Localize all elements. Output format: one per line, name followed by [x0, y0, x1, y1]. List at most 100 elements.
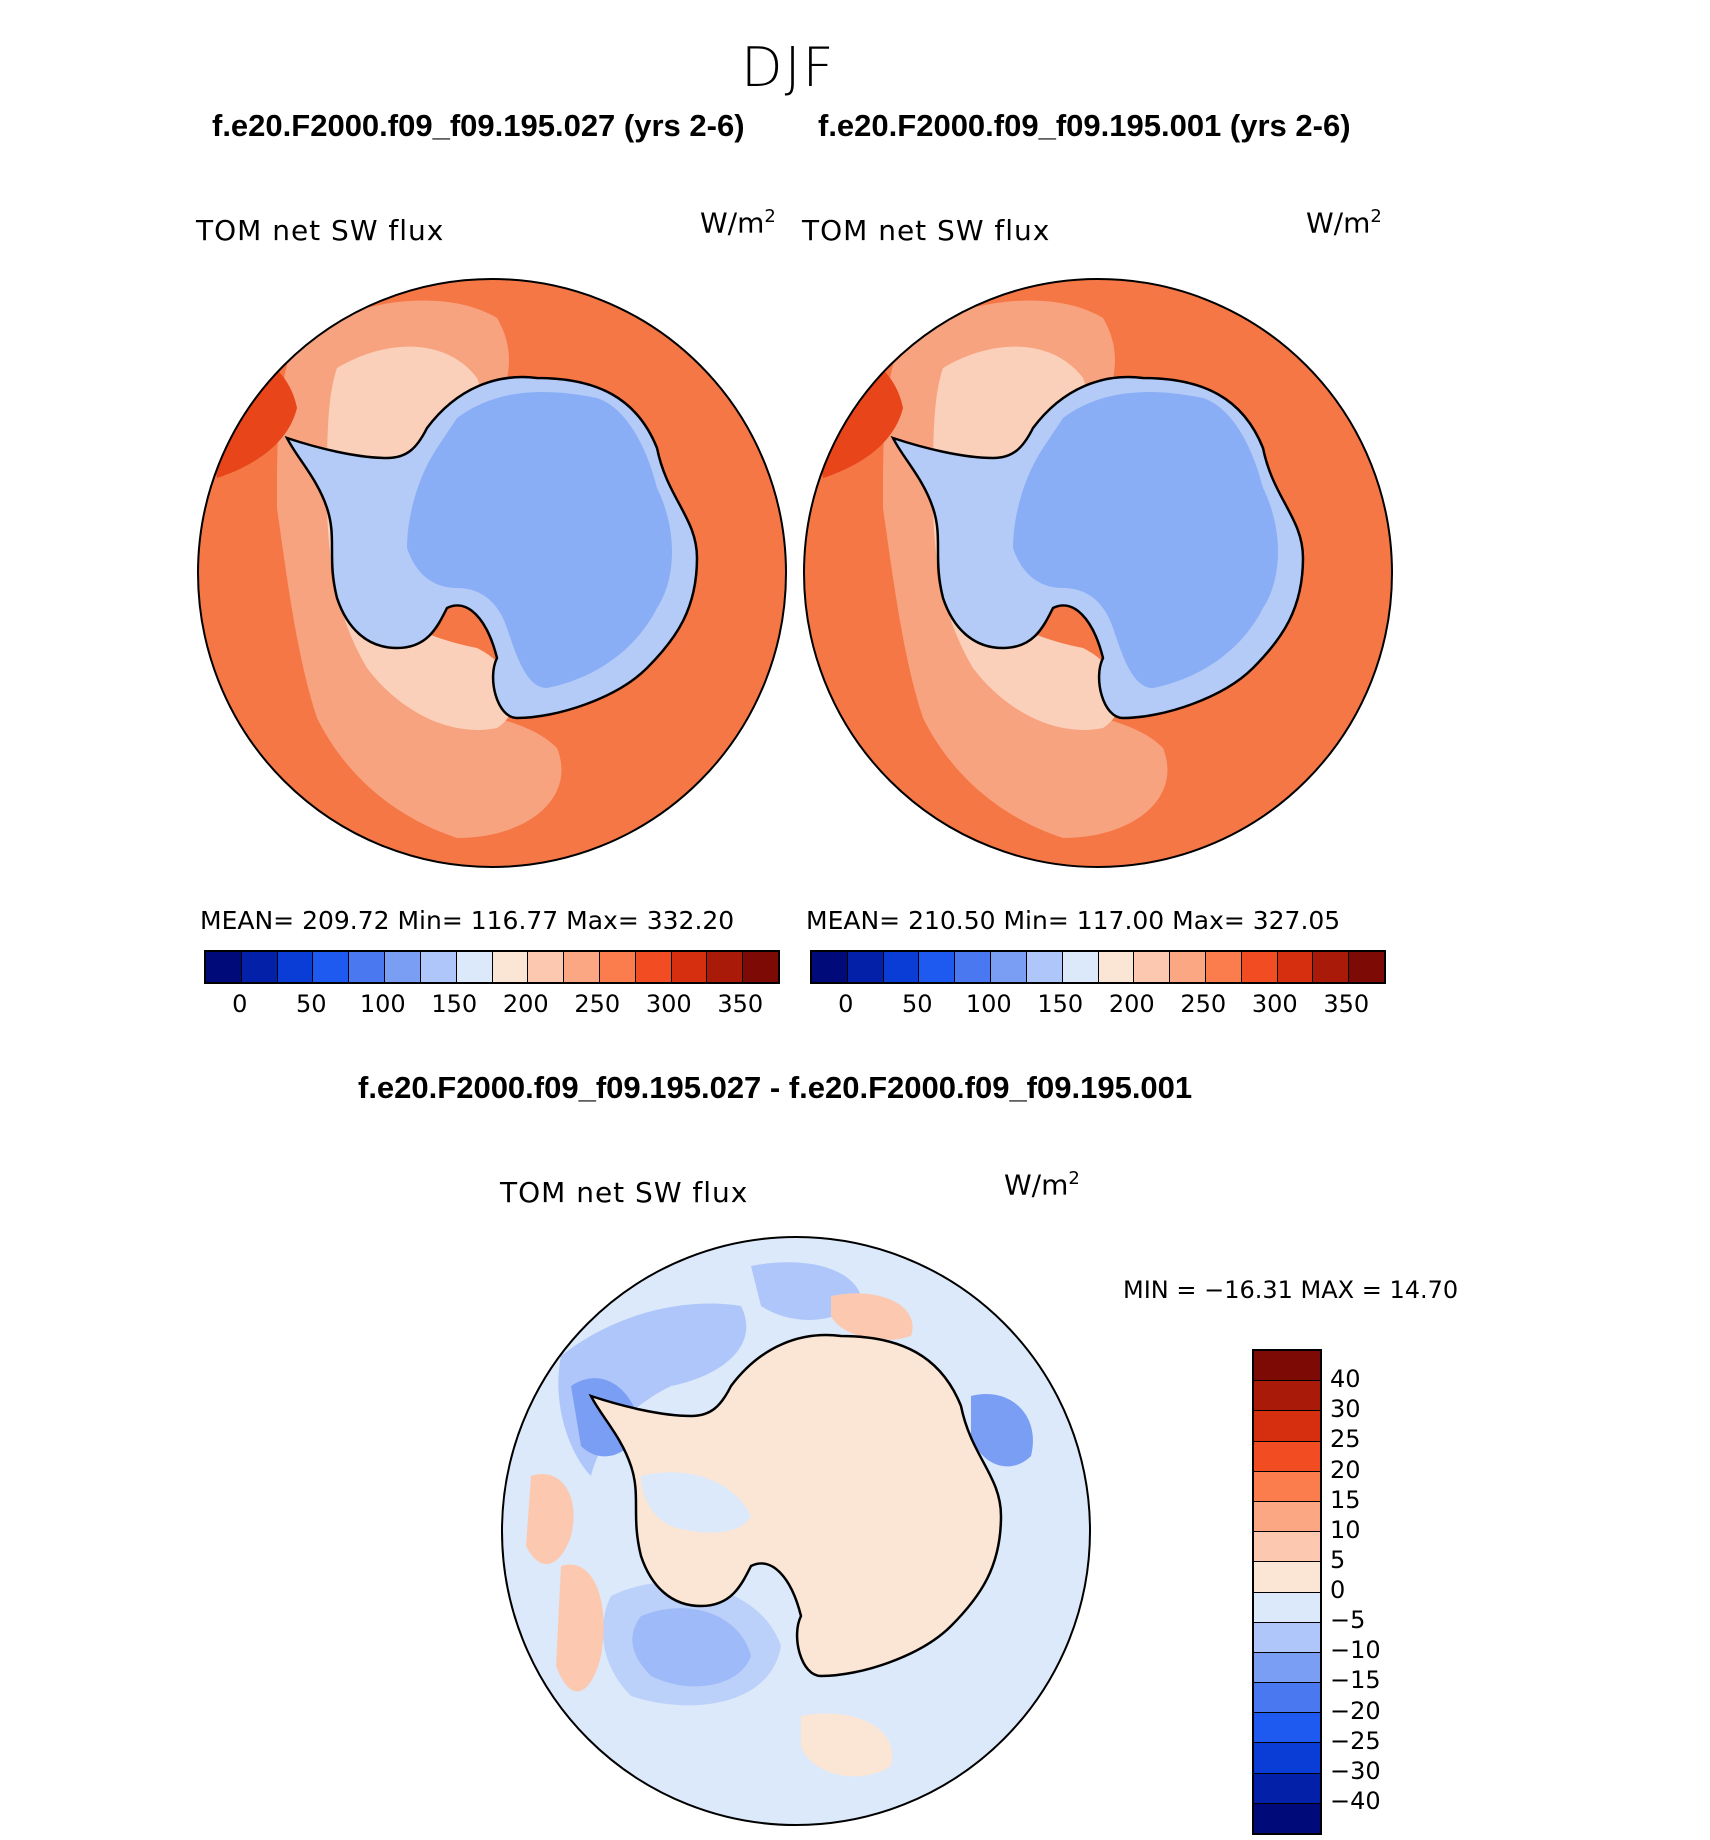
panel3-colorbar-tick-label: 10 [1330, 1515, 1361, 1544]
panel3-colorbar-swatch [1254, 1411, 1320, 1442]
panel2-units: W/m2 [1306, 206, 1382, 239]
panel1-colorbar-swatch [528, 952, 565, 982]
panel2-colorbar-tick-label: 200 [1108, 990, 1155, 1018]
panel2-colorbar-tick-label: 250 [1180, 990, 1227, 1018]
panel3-colorbar-ticks: 40 30 25 20 15 10 5 0 −5 −10 −15 −20 −25 −30 −40 [1330, 1349, 1410, 1831]
panel1-colorbar-swatch [277, 952, 314, 982]
panel3-colorbar-swatch [1254, 1713, 1320, 1744]
panel3-colorbar-swatch [1254, 1743, 1320, 1774]
panel3-colorbar-tick-label: 40 [1330, 1365, 1361, 1394]
panel3-variable-label: TOM net SW flux [500, 1176, 749, 1209]
panel2-colorbar-tick-label: 350 [1323, 990, 1370, 1018]
panel3-colorbar-swatch [1254, 1652, 1320, 1684]
panel1-colorbar-tick-label: 50 [295, 990, 327, 1018]
case2-title: f.e20.F2000.f09_f09.195.001 (yrs 2-6) [818, 108, 1351, 143]
panel1-antarctic-coastline [284, 375, 699, 720]
panel1-colorbar-tick-label: 150 [431, 990, 478, 1018]
panel1-colorbar-swatch [241, 952, 278, 982]
panel2-colorbar-swatch [1277, 952, 1314, 982]
panel1-colorbar-tick-label: 200 [502, 990, 549, 1018]
panel3-colorbar-swatch [1254, 1381, 1320, 1412]
panel1-colorbar-swatch [635, 952, 672, 982]
panel3-colorbar-tick-label: 15 [1330, 1485, 1361, 1514]
panel2-antarctic-ice-inner [1013, 392, 1278, 688]
panel2-colorbar-swatch [1062, 952, 1099, 982]
panel1-colorbar-tick-label: 0 [232, 990, 248, 1018]
panel3-polar-map [501, 1236, 1091, 1826]
panel1-colorbar-ticks: 0 50 100 150 200 250 300 350 [204, 990, 776, 1020]
panel1-map-boundary [197, 278, 787, 868]
panel3-colorbar-swatch [1254, 1351, 1320, 1382]
panel2-colorbar-tick-label: 300 [1251, 990, 1298, 1018]
panel1-colorbar-tick-label: 350 [717, 990, 764, 1018]
panel2-colorbar-swatch [1205, 952, 1242, 982]
panel2-colorbar-swatch [1313, 952, 1350, 982]
panel1-colorbar-swatch [743, 952, 778, 982]
panel2-stats: MEAN= 210.50 Min= 117.00 Max= 327.05 [806, 906, 1341, 935]
panel3-colorbar-swatch [1254, 1622, 1320, 1653]
panel1-colorbar-swatch [492, 952, 529, 982]
panel3-pos-patch-antarctica [591, 1335, 1001, 1676]
panel2-colorbar-swatch [812, 952, 848, 982]
panel3-colorbar-tick-label: −30 [1330, 1756, 1381, 1785]
panel2-colorbar-swatch [1134, 952, 1171, 982]
panel2-colorbar-swatch [955, 952, 992, 982]
panel3-units-exp: 2 [1068, 1168, 1080, 1189]
panel2-colorbar-ticks: 0 50 100 150 200 250 300 350 [810, 990, 1382, 1020]
panel1-colorbar-swatch [313, 952, 350, 982]
panel2-colorbar-swatch [1241, 952, 1278, 982]
panel3-colorbar-swatch [1254, 1441, 1320, 1472]
panel3-units: W/m2 [1004, 1168, 1080, 1201]
panel1-colorbar-swatch [385, 952, 421, 982]
panel3-pos-patch-w [526, 1474, 574, 1565]
panel2-colorbar-tick-label: 0 [838, 990, 854, 1018]
panel3-colorbar-tick-label: 20 [1330, 1455, 1361, 1484]
panel3-colorbar-tick-label: −40 [1330, 1786, 1381, 1815]
panel1-colorbar-swatch [707, 952, 744, 982]
panel2-map-boundary [803, 278, 1393, 868]
panel2-colorbar-swatch [991, 952, 1027, 982]
panel3-colorbar-tick-label: 5 [1330, 1545, 1346, 1574]
panel3-colorbar-tick-label: −15 [1330, 1666, 1381, 1695]
panel3-colorbar-tick-label: −10 [1330, 1636, 1381, 1665]
panel1-colorbar-swatch [206, 952, 242, 982]
panel2-colorbar-tick-label: 150 [1037, 990, 1084, 1018]
panel1-variable-label: TOM net SW flux [196, 214, 445, 247]
panel1-colorbar-swatch [349, 952, 386, 982]
panel3-neg-patch-sw-outer [602, 1582, 781, 1706]
panel1-colorbar-swatch [456, 952, 493, 982]
panel1-units-base: W/m [700, 206, 765, 240]
panel2-colorbar-swatch [919, 952, 956, 982]
case1-title: f.e20.F2000.f09_f09.195.027 (yrs 2-6) [212, 108, 745, 143]
panel1-antarctic-ice-inner [407, 392, 672, 688]
panel2-colorbar-swatch [1098, 952, 1135, 982]
panel1-colorbar-tick-label: 300 [645, 990, 692, 1018]
panel1-units: W/m2 [700, 206, 776, 239]
panel1-colorbar-swatch [671, 952, 708, 982]
panel1-polar-map [197, 278, 787, 868]
diff-title: f.e20.F2000.f09_f09.195.027 - f.e20.F200… [358, 1070, 1193, 1105]
panel2-colorbar-swatch [1170, 952, 1206, 982]
panel1-colorbar-swatch [599, 952, 636, 982]
panel3-pos-patch-ne [831, 1293, 913, 1340]
panel1-colorbar-swatch [420, 952, 457, 982]
panel2-colorbar-tick-label: 100 [965, 990, 1012, 1018]
panel3-colorbar-swatch [1254, 1592, 1320, 1623]
panel1-units-exp: 2 [764, 206, 776, 227]
panel3-colorbar-swatch [1254, 1532, 1320, 1563]
panel1-colorbar-swatch [564, 952, 600, 982]
panel1-colorbar-tick-label: 250 [574, 990, 621, 1018]
panel3-neg-patch-e [971, 1394, 1033, 1467]
panel3-colorbar-swatch [1254, 1562, 1320, 1593]
panel2-colorbar [810, 950, 1386, 984]
panel2-polar-map [803, 278, 1393, 868]
panel3-units-base: W/m [1004, 1168, 1069, 1202]
panel3-colorbar-tick-label: −20 [1330, 1696, 1381, 1725]
panel2-colorbar-swatch [1349, 952, 1384, 982]
panel2-colorbar-swatch [1026, 952, 1063, 982]
panel2-variable-label: TOM net SW flux [802, 214, 1051, 247]
panel1-stats: MEAN= 209.72 Min= 116.77 Max= 332.20 [200, 906, 735, 935]
panel3-neg-patch-peninsula [641, 1472, 751, 1533]
panel3-colorbar-tick-label: −25 [1330, 1726, 1381, 1755]
panel2-colorbar-tick-label: 50 [901, 990, 933, 1018]
